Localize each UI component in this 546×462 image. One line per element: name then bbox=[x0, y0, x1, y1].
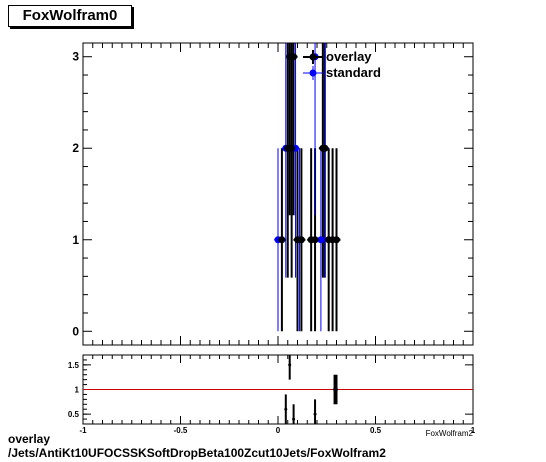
y-tick-label: 1 bbox=[72, 233, 79, 247]
ratio-x-tick-label: -1 bbox=[79, 426, 87, 435]
overlay-point bbox=[278, 236, 286, 244]
standard-point bbox=[317, 236, 325, 244]
overlay-point bbox=[297, 236, 305, 244]
legend-overlay-marker bbox=[309, 53, 317, 61]
footer-line-2: /Jets/AntiKt10UFOCSSKSoftDropBeta100Zcut… bbox=[8, 446, 386, 460]
ratio-x-tick-label: 1 bbox=[471, 426, 476, 435]
legend-standard-marker bbox=[309, 69, 317, 77]
ratio-y-tick-label: 1.5 bbox=[68, 361, 80, 370]
overlay-point bbox=[321, 144, 329, 152]
ratio-point bbox=[292, 417, 296, 421]
ratio-x-tick-label: 0.5 bbox=[370, 426, 382, 435]
y-tick-label: 0 bbox=[72, 324, 79, 338]
overlay-point bbox=[290, 53, 298, 61]
histogram-title: FoxWolfram0 bbox=[8, 5, 132, 27]
ratio-point bbox=[335, 388, 338, 391]
x-axis-label: FoxWolfram2 bbox=[426, 429, 474, 438]
overlay-point bbox=[288, 144, 296, 152]
ratio-point bbox=[288, 363, 292, 367]
y-tick-label: 2 bbox=[72, 141, 79, 155]
legend: overlay standard bbox=[303, 49, 381, 80]
ratio-y-tick-label: 0.5 bbox=[68, 410, 80, 419]
legend-overlay-label: overlay bbox=[326, 49, 372, 64]
ratio-y-tick-label: 1 bbox=[75, 386, 80, 395]
legend-standard-label: standard bbox=[326, 65, 381, 80]
ratio-point bbox=[284, 407, 288, 411]
y-tick-label: 3 bbox=[72, 50, 79, 64]
footer-line-1: overlay bbox=[8, 432, 51, 446]
ratio-x-tick-label: 0 bbox=[276, 426, 281, 435]
ratio-x-tick-label: -0.5 bbox=[174, 426, 188, 435]
ratio-point bbox=[313, 412, 317, 416]
overlay-point bbox=[333, 236, 340, 244]
overlay-point bbox=[311, 236, 319, 244]
